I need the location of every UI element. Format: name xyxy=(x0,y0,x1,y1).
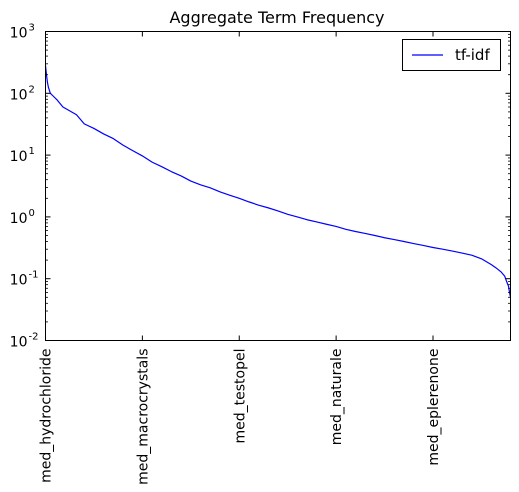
y-tick-label-base: 10 xyxy=(10,273,28,289)
series-line-0 xyxy=(46,66,511,298)
y-tick-label-base: 10 xyxy=(10,26,28,42)
y-tick-label-exponent: 2 xyxy=(29,84,35,95)
x-tick-label: med_macrocrystals xyxy=(135,349,151,485)
legend: tf-idf xyxy=(403,40,501,71)
x-tick-label: med_testopel xyxy=(232,349,248,444)
y-tick-label-base: 10 xyxy=(10,335,28,351)
y-tick-label-exponent: 1 xyxy=(29,146,35,157)
x-tick-label: med_hydrochloride xyxy=(39,349,55,483)
y-tick-label-base: 10 xyxy=(10,87,28,103)
y-tick-label: 10 xyxy=(10,273,28,289)
x-axis: med_hydrochloride med_macrocrystals med_te… xyxy=(39,32,443,485)
y-tick-label: 10 xyxy=(10,211,28,227)
y-tick-label-exponent: -1 xyxy=(29,270,39,281)
y-tick-label-base: 10 xyxy=(10,149,28,165)
chart-title: Aggregate Term Frequency xyxy=(169,8,384,27)
legend-label-tf-idf: tf-idf xyxy=(455,46,490,64)
plot-area xyxy=(46,66,511,298)
y-tick-label: 10 xyxy=(10,26,28,42)
plot-frame xyxy=(46,32,511,341)
y-tick-label: 10 xyxy=(10,335,28,351)
y-tick-label: 10 xyxy=(10,87,28,103)
y-tick-label-base: 10 xyxy=(10,211,28,227)
y-tick-label-exponent: 3 xyxy=(29,23,35,34)
x-tick-label: med_naturale xyxy=(329,349,345,446)
y-tick-label-exponent: -2 xyxy=(29,332,39,343)
y-tick-label-exponent: 0 xyxy=(29,208,35,219)
y-tick-label: 10 xyxy=(10,149,28,165)
x-tick-label: med_eplerenone xyxy=(426,349,442,466)
